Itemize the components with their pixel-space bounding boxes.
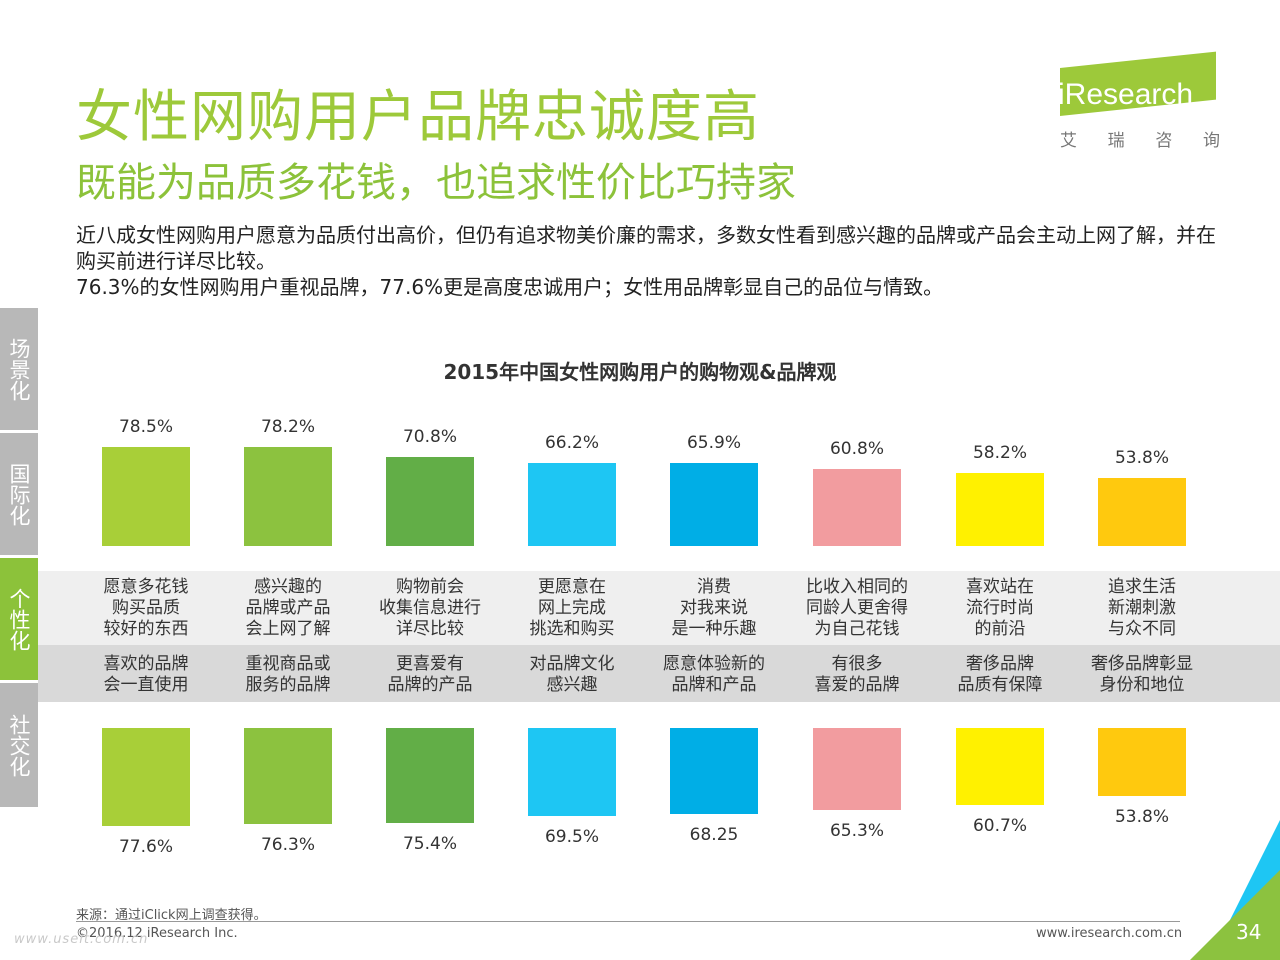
- copyright: ©2016.12 iResearch Inc.: [76, 926, 238, 941]
- bottom-bar-value: 68.25: [689, 825, 739, 846]
- top-category-label: 喜欢站在 流行时尚 的前沿: [966, 577, 1034, 639]
- bottom-bar-value: 69.5%: [544, 826, 599, 847]
- corner-green-shape: [1190, 870, 1280, 960]
- bottom-bar-value: 76.3%: [260, 835, 315, 856]
- top-bar-value: 78.2%: [260, 417, 315, 438]
- bottom-category-label: 愿意体验新的 品牌和产品: [663, 654, 765, 695]
- bottom-category-label: 奢侈品牌 品质有保障: [957, 654, 1043, 695]
- bottom-category-label: 喜欢的品牌 会一直使用: [103, 654, 189, 695]
- bottom-bar-value: 53.8%: [1114, 806, 1169, 827]
- iresearch-logo: iResearch 艾 瑞 咨 询: [1056, 51, 1226, 152]
- chart-title: 2015年中国女性网购用户的购物观&品牌观: [443, 360, 837, 384]
- bottom-bar: [813, 728, 901, 811]
- description-paragraph: 76.3%的女性网购用户重视品牌，77.6%更是高度忠诚用户；女性用品牌彰显自己…: [76, 275, 944, 299]
- bottom-bar-value: 77.6%: [118, 836, 173, 857]
- top-bar: [244, 447, 332, 546]
- top-category-label: 愿意多花钱 购买品质 较好的东西: [103, 577, 189, 639]
- top-bar-value: 65.9%: [686, 432, 741, 453]
- top-bar: [1098, 478, 1186, 546]
- source-note: 来源：通过iClick网上调查获得。: [76, 908, 267, 923]
- top-bar: [528, 462, 616, 546]
- footer-divider: [76, 921, 1180, 922]
- bottom-category-label: 对品牌文化 感兴趣: [529, 654, 615, 695]
- side-tab-label: 社交化: [7, 713, 31, 777]
- page-title: 女性网购用户品牌忠诚度高: [76, 85, 760, 150]
- bottom-bar: [386, 728, 474, 824]
- top-bar-value: 58.2%: [972, 442, 1027, 463]
- bottom-bar-value: 75.4%: [402, 834, 457, 855]
- bottom-bar: [528, 728, 616, 816]
- side-tab-label: 个性化: [7, 587, 31, 651]
- top-bar-value: 60.8%: [829, 439, 884, 460]
- side-tab-social[interactable]: 社交化: [0, 683, 38, 807]
- logo-brand-text: iResearch: [1058, 78, 1194, 111]
- top-bar-value: 78.5%: [118, 417, 173, 437]
- top-bar: [386, 456, 474, 546]
- top-category-label: 消费 对我来说 是一种乐趣: [671, 577, 757, 639]
- bottom-category-label: 奢侈品牌彰显 身份和地位: [1091, 654, 1193, 695]
- top-category-label: 比收入相同的 同龄人更舍得 为自己花钱: [806, 577, 908, 639]
- top-category-label: 更愿意在 网上完成 挑选和购买: [529, 577, 615, 639]
- bottom-bar: [670, 728, 758, 815]
- top-bar-value: 66.2%: [544, 432, 599, 453]
- top-bar: [956, 472, 1044, 546]
- side-tab-label: 国际化: [7, 462, 31, 526]
- watermark: www.useit.com.cn: [14, 932, 149, 947]
- category-band-bottom: [38, 645, 1280, 702]
- top-bar: [102, 447, 190, 546]
- side-tab-personalized[interactable]: 个性化: [0, 558, 38, 680]
- top-bar-value: 70.8%: [402, 426, 457, 447]
- bottom-bar-value: 65.3%: [829, 821, 884, 842]
- logo-cn-text: 艾 瑞 咨 询: [1060, 126, 1220, 151]
- footer-url[interactable]: www.iresearch.com.cn: [1036, 926, 1183, 941]
- category-band-top: [38, 571, 1280, 645]
- top-bar: [670, 462, 758, 546]
- logo-cn-char: 咨: [1155, 131, 1173, 151]
- bottom-bar: [244, 728, 332, 825]
- description: 近八成女性网购用户愿意为品质付出高价，但仍有追求物美价廉的需求，多数女性看到感兴…: [76, 222, 1216, 300]
- side-tab-international[interactable]: 国际化: [0, 433, 38, 555]
- page-number: 34: [1236, 920, 1262, 944]
- bottom-bar-value: 60.7%: [972, 815, 1027, 836]
- bottom-bar: [1098, 728, 1186, 796]
- corner-decoration: [1190, 820, 1280, 960]
- description-paragraph: 近八成女性网购用户愿意为品质付出高价，但仍有追求物美价廉的需求，多数女性看到感兴…: [76, 223, 1216, 273]
- logo-cn-char: 艾: [1060, 131, 1077, 151]
- bottom-category-label: 有很多 喜爱的品牌: [814, 654, 900, 695]
- logo-cn-char: 瑞: [1107, 131, 1125, 151]
- side-tab-scene[interactable]: 场景化: [0, 308, 38, 430]
- top-bar-value: 53.8%: [1114, 448, 1169, 469]
- bottom-bar: [956, 728, 1044, 805]
- top-bar: [813, 469, 901, 546]
- logo-cn-char: 询: [1202, 131, 1220, 151]
- bottom-category-label: 更喜爱有 品牌的产品: [387, 654, 473, 695]
- bottom-bar: [102, 728, 190, 826]
- top-category-label: 感兴趣的 品牌或产品 会上网了解: [245, 577, 331, 639]
- page-subtitle: 既能为品质多花钱，也追求性价比巧持家: [76, 160, 796, 206]
- top-category-label: 追求生活 新潮刺激 与众不同: [1108, 577, 1176, 639]
- side-tab-label: 场景化: [7, 337, 31, 401]
- top-category-label: 购物前会 收集信息进行 详尽比较: [379, 577, 481, 639]
- bottom-category-label: 重视商品或 服务的品牌: [245, 654, 331, 695]
